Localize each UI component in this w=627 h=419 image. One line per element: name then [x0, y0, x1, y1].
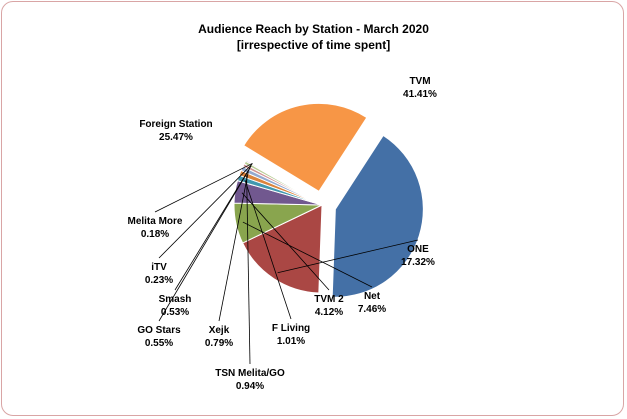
slice-one [241, 204, 323, 294]
slice-name-itv: iTV [151, 262, 167, 273]
leader-line-xejk [218, 171, 249, 322]
slice-name-tvm-2: TVM 2 [314, 294, 344, 305]
slice-melita-more [245, 158, 323, 206]
slice-name-foreign-station: Foreign Station [139, 119, 212, 130]
slice-name-one: ONE [407, 244, 429, 255]
slice-name-net: Net [364, 291, 381, 302]
chart-title: Audience Reach by Station - March 2020 [198, 22, 429, 36]
chart-subtitle: [irrespective of time spent] [236, 38, 391, 52]
slice-value-f-living: 1.01% [277, 336, 305, 347]
leader-line-itv [158, 163, 253, 259]
slice-name-tsn-melita-go: TSN Melita/GO [215, 368, 285, 379]
slice-value-net: 7.46% [358, 304, 386, 315]
leader-line-melita-more [154, 162, 253, 213]
leader-line-f-living [244, 179, 292, 320]
leader-line-smash [174, 165, 252, 291]
slice-name-melita-more: Melita More [127, 216, 182, 227]
slice-name-smash: Smash [159, 294, 192, 305]
slice-value-go-stars: 0.55% [145, 338, 173, 349]
slice-name-go-stars: GO Stars [137, 325, 181, 336]
slice-tvm [331, 134, 424, 298]
slice-foreign-station [243, 102, 368, 193]
leader-line-one [277, 239, 419, 274]
leader-line-net [242, 221, 373, 288]
slice-value-itv: 0.23% [145, 275, 173, 286]
slice-name-xejk: Xejk [209, 325, 230, 336]
slice-value-tvm: 41.41% [403, 89, 437, 100]
slice-name-tvm: TVM [409, 76, 430, 87]
leader-line-tvm-2 [241, 192, 330, 291]
slice-value-tvm-2: 4.12% [315, 307, 343, 318]
slice-value-xejk: 0.79% [205, 338, 233, 349]
slice-value-melita-more: 0.18% [141, 229, 169, 240]
slice-value-tsn-melita-go: 0.94% [236, 381, 264, 392]
slice-name-f-living: F Living [272, 323, 310, 334]
leader-line-go-stars [158, 168, 251, 322]
leader-line-tsn-melita-go [246, 175, 251, 365]
slice-value-one: 17.32% [401, 257, 435, 268]
slice-value-smash: 0.53% [161, 307, 189, 318]
slice-value-foreign-station: 25.47% [159, 132, 193, 143]
